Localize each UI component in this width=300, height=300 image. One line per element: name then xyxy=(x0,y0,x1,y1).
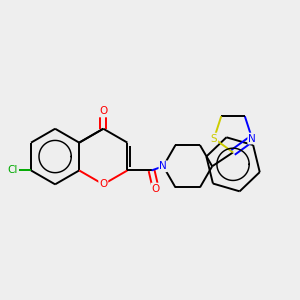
Text: S: S xyxy=(211,134,217,143)
Text: O: O xyxy=(99,179,107,189)
Text: N: N xyxy=(159,161,167,171)
Text: Cl: Cl xyxy=(8,165,18,176)
Text: O: O xyxy=(99,106,107,116)
Text: N: N xyxy=(248,134,256,143)
Text: O: O xyxy=(152,184,160,194)
